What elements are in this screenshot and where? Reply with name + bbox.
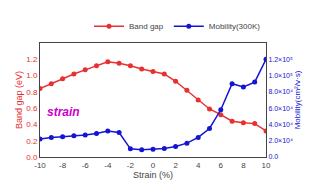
svg-text:0: 0 [151,161,156,170]
svg-text:strain: strain [47,105,80,119]
svg-text:8: 8 [241,161,246,170]
svg-text:1.2×10⁵: 1.2×10⁵ [268,56,293,63]
svg-text:-2: -2 [127,161,135,170]
svg-text:Strain (%): Strain (%) [133,170,173,180]
svg-text:Band gap: Band gap [129,22,164,31]
svg-text:6.0×10⁴: 6.0×10⁴ [268,105,293,112]
svg-text:Mobility(300K): Mobility(300K) [209,22,260,31]
svg-text:4.0×10⁴: 4.0×10⁴ [268,121,293,128]
svg-text:0.6: 0.6 [26,104,38,113]
svg-text:8.0×10⁴: 8.0×10⁴ [268,88,293,95]
svg-text:2.0×10⁴: 2.0×10⁴ [268,137,293,144]
svg-text:1.2: 1.2 [26,55,38,64]
svg-text:6: 6 [219,161,224,170]
svg-text:Band gap (eV): Band gap (eV) [14,71,24,129]
svg-text:-6: -6 [82,161,90,170]
svg-text:4: 4 [196,161,201,170]
svg-text:1.0: 1.0 [26,71,38,80]
svg-text:0.2: 0.2 [26,137,38,146]
svg-text:0.8: 0.8 [26,88,38,97]
svg-text:-4: -4 [104,161,112,170]
svg-text:-8: -8 [59,161,67,170]
svg-text:-10: -10 [34,161,46,170]
svg-text:10: 10 [262,161,271,170]
svg-text:0.4: 0.4 [26,120,38,129]
svg-text:0.0: 0.0 [26,153,38,162]
svg-text:Mobility(cm²/v·s): Mobility(cm²/v·s) [293,70,302,129]
svg-text:2: 2 [173,161,178,170]
svg-text:1.0×10⁵: 1.0×10⁵ [268,72,293,79]
svg-text:0.0: 0.0 [268,153,278,160]
